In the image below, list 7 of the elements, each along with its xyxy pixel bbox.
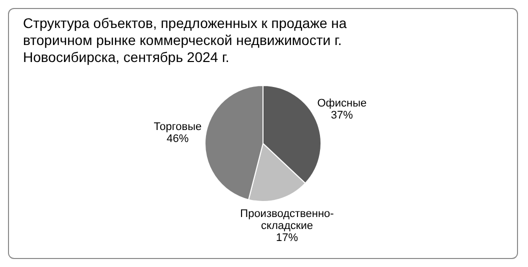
data-label: 37% (330, 109, 354, 122)
data-label: 46% (166, 132, 189, 145)
slice-label: Торговые (154, 120, 202, 133)
chart-title: Структура объектов, предложенных к продаже на вторичном рынке коммерческой недвижимости г. Новосибирска, сентябрь 2024 г. (23, 15, 348, 66)
slice-label: Офисные (317, 97, 367, 110)
data-label: 17% (276, 232, 298, 244)
slice-label: Производственно-складские (240, 208, 334, 232)
